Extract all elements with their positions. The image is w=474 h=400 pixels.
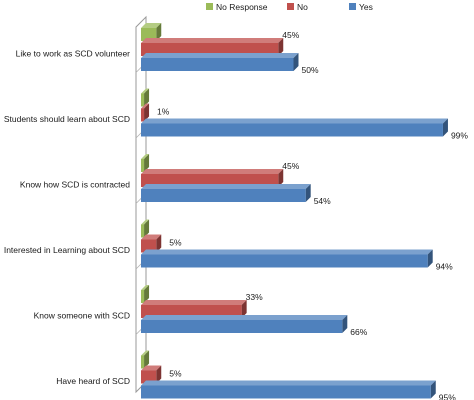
bar-side-face — [430, 380, 436, 399]
bar-top-face — [141, 169, 284, 174]
axis-wall — [135, 15, 147, 394]
bar-top-face — [141, 154, 150, 159]
value-labels: 45% 50% 1% 99% 45% 54% 5% 94% 33% 66% 5% 95% — [157, 30, 468, 400]
bar-no — [141, 239, 157, 253]
bar-no — [141, 305, 242, 318]
bar-top-face — [141, 315, 348, 320]
bar-side-face — [156, 23, 162, 41]
data-label: 66% — [350, 327, 367, 337]
bar-yes — [141, 385, 431, 399]
bar-top-face — [141, 234, 162, 240]
bar-top-face — [141, 38, 284, 43]
bar-side-face — [144, 219, 150, 238]
bar-side-face — [144, 88, 150, 107]
bar-yes — [141, 123, 443, 137]
category-label: Like to work as SCD volunteer — [16, 49, 130, 59]
bar-top-face — [141, 23, 162, 28]
chart-back-wall — [135, 15, 147, 394]
bar-side-face — [442, 118, 448, 137]
bar-no-response — [141, 28, 157, 41]
legend-swatch — [287, 3, 294, 10]
category-label: Know how SCD is contracted — [20, 180, 130, 190]
bar-yes — [141, 320, 343, 333]
bar-side-face — [144, 350, 150, 369]
bar-side-face — [144, 103, 150, 122]
legend-label: No — [297, 2, 308, 12]
bar-no — [141, 43, 279, 56]
legend-label: No Response — [216, 2, 268, 12]
bar-side-face — [278, 169, 284, 187]
bar-side-face — [342, 315, 348, 333]
bar-side-face — [305, 184, 311, 202]
data-label: 1% — [157, 107, 170, 117]
bar-yes — [141, 58, 294, 71]
bar-side-face — [144, 154, 150, 172]
bar-side-face — [427, 249, 433, 268]
bar-side-face — [144, 285, 150, 303]
category-labels: Like to work as SCD volunteer Students sh… — [4, 49, 130, 387]
bar-top-face — [141, 219, 150, 225]
data-label: 50% — [302, 65, 319, 75]
legend: No Response No Yes — [206, 2, 373, 12]
bar-top-face — [141, 300, 247, 305]
category-label: Have heard of SCD — [56, 376, 130, 386]
bar-no-response — [141, 224, 145, 238]
bar-side-face — [293, 53, 299, 71]
bar-top-face — [141, 88, 150, 94]
data-label: 45% — [282, 30, 299, 40]
bar-top-face — [141, 380, 436, 386]
legend-label: Yes — [359, 2, 373, 12]
bar-top-face — [141, 365, 162, 371]
data-label: 5% — [169, 369, 182, 379]
bar-no — [141, 174, 279, 187]
bar-side-face — [156, 234, 162, 253]
category-label: Know someone with SCD — [34, 311, 130, 321]
bar-no-response — [141, 355, 145, 369]
bar-top-face — [141, 184, 311, 189]
legend-swatch — [349, 3, 356, 10]
data-label: 54% — [314, 196, 331, 206]
bar-top-face — [141, 285, 150, 290]
data-label: 94% — [436, 262, 453, 272]
bar-side-face — [278, 38, 284, 56]
bar-yes — [141, 189, 306, 202]
data-label: 33% — [246, 292, 263, 302]
bar-no — [141, 370, 157, 384]
bar-top-face — [141, 53, 299, 58]
legend-swatch — [206, 3, 213, 10]
bar-top-face — [141, 350, 150, 356]
bar-no-response — [141, 93, 145, 107]
category-label: Students should learn about SCD — [4, 114, 130, 124]
bar-top-face — [141, 249, 433, 255]
bar-no-response — [141, 290, 145, 303]
bar-top-face — [141, 103, 150, 109]
bar-no-response — [141, 159, 145, 172]
bar-top-face — [141, 118, 448, 124]
category-label: Interested in Learning about SCD — [4, 245, 130, 255]
bar-series-group — [141, 23, 448, 399]
bar-side-face — [241, 300, 247, 318]
bar-side-face — [156, 365, 162, 384]
data-label: 95% — [439, 393, 456, 400]
bar-no — [141, 108, 145, 122]
data-label: 5% — [169, 238, 182, 248]
data-label: 99% — [451, 131, 468, 141]
data-label: 45% — [282, 161, 299, 171]
bar-yes — [141, 254, 428, 268]
